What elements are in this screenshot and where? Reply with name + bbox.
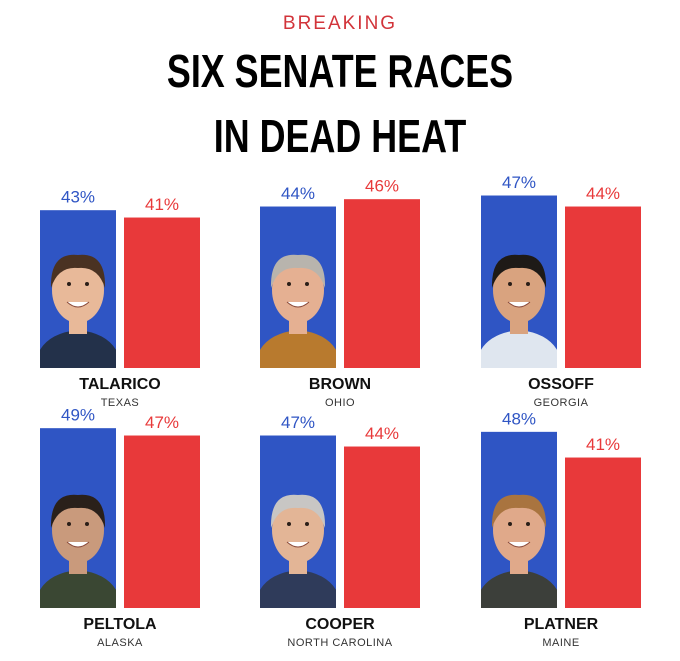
candidate-name: PLATNER (524, 616, 599, 633)
bar (124, 435, 200, 608)
portrait-eye (85, 282, 89, 286)
candidate-name: OSSOFF (528, 376, 594, 393)
candidate-name: BROWN (309, 376, 371, 393)
portrait-eye (305, 282, 309, 286)
portrait-eye (85, 522, 89, 526)
value-label: 43% (61, 188, 95, 207)
portrait-smile (66, 541, 90, 548)
value-label: 47% (281, 413, 315, 432)
value-label: 44% (365, 424, 399, 443)
title: SIX SENATE RACES (167, 46, 513, 97)
portrait-head (493, 497, 545, 563)
value-label: 44% (586, 184, 620, 203)
portrait (260, 254, 336, 368)
bar (565, 206, 641, 368)
portrait (481, 254, 557, 368)
value-label: 48% (502, 409, 536, 428)
candidate-state: MAINE (542, 637, 579, 649)
portrait-hair (270, 254, 326, 288)
value-label: 47% (502, 173, 536, 192)
portrait-hair (270, 494, 326, 528)
candidate-state: OHIO (325, 397, 355, 409)
bar (565, 457, 641, 608)
portrait-eye (526, 522, 530, 526)
candidate-name: COOPER (305, 616, 375, 633)
value-label: 41% (145, 195, 179, 214)
portrait (481, 494, 557, 608)
portrait-smile (66, 301, 90, 308)
portrait-head (272, 257, 324, 323)
portrait-hair (50, 494, 106, 528)
portrait-head (52, 257, 104, 323)
portrait (260, 494, 336, 608)
value-label: 47% (145, 413, 179, 432)
value-label: 49% (61, 406, 95, 425)
title: IN DEAD HEAT (214, 111, 466, 162)
value-label: 46% (365, 177, 399, 196)
portrait-body (260, 330, 336, 368)
portrait-hair (491, 494, 547, 528)
portrait-eye (508, 522, 512, 526)
portrait (40, 254, 116, 368)
portrait-eye (287, 522, 291, 526)
portrait-body (40, 330, 116, 368)
portrait-head (52, 497, 104, 563)
candidate-name: PELTOLA (83, 616, 157, 633)
title-line: IN DEAD HEAT (214, 111, 466, 162)
bar (344, 199, 420, 368)
portrait-eye (67, 522, 71, 526)
portrait-head (493, 257, 545, 323)
portrait-smile (507, 541, 531, 548)
portrait-eye (508, 282, 512, 286)
portrait-hair (50, 254, 106, 288)
portrait (40, 494, 116, 608)
portrait-smile (286, 541, 310, 548)
candidate-state: NORTH CAROLINA (287, 637, 392, 649)
portrait-eye (305, 522, 309, 526)
portrait-smile (286, 301, 310, 308)
kicker: BREAKING (283, 13, 397, 34)
portrait-eye (67, 282, 71, 286)
bar (124, 217, 200, 368)
value-label: 41% (586, 435, 620, 454)
candidate-state: GEORGIA (534, 397, 589, 409)
portrait-smile (507, 301, 531, 308)
portrait-eye (526, 282, 530, 286)
candidate-state: ALASKA (97, 637, 143, 649)
title-line: SIX SENATE RACES (167, 46, 513, 97)
bar (344, 446, 420, 608)
portrait-hair (491, 254, 547, 288)
portrait-eye (287, 282, 291, 286)
value-label: 44% (281, 184, 315, 203)
portrait-body (260, 570, 336, 608)
portrait-head (272, 497, 324, 563)
portrait-body (40, 570, 116, 608)
portrait-body (481, 330, 557, 368)
candidate-name: TALARICO (79, 376, 160, 393)
portrait-body (481, 570, 557, 608)
candidate-state: TEXAS (101, 397, 140, 409)
